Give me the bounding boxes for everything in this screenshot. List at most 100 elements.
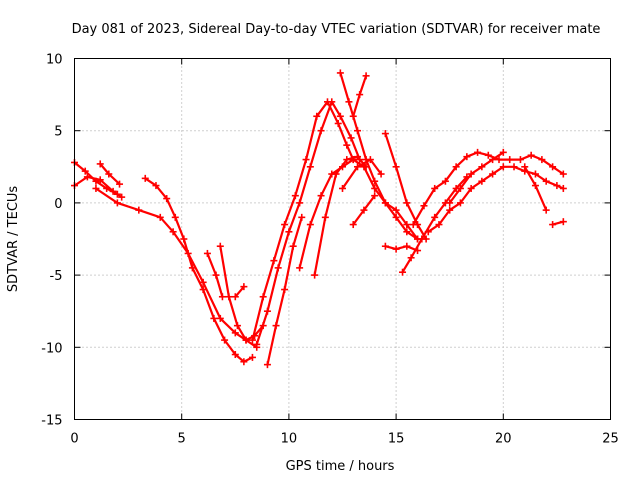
grid-layer bbox=[74, 58, 611, 420]
data-point bbox=[212, 271, 220, 279]
ticks-layer: 0 5 10 15 20 25 -15 -10 -5 0 5 10 bbox=[41, 53, 619, 447]
data-point bbox=[81, 167, 89, 175]
series-track-6 bbox=[203, 249, 226, 301]
data-point bbox=[343, 141, 351, 149]
data-point bbox=[489, 156, 497, 164]
data-point bbox=[105, 170, 113, 178]
data-point bbox=[495, 156, 503, 164]
y-tick-label: 5 bbox=[54, 125, 62, 140]
data-point bbox=[441, 177, 449, 185]
data-point bbox=[392, 163, 400, 171]
series-track-10 bbox=[248, 98, 357, 344]
series-line bbox=[384, 245, 419, 252]
data-point bbox=[203, 249, 211, 257]
data-point bbox=[113, 199, 121, 207]
y-tick-label: -10 bbox=[41, 341, 62, 356]
data-point bbox=[336, 69, 344, 77]
data-point bbox=[435, 221, 443, 229]
data-point bbox=[542, 206, 550, 214]
data-point bbox=[399, 268, 407, 276]
data-point bbox=[354, 127, 362, 135]
series-track-16 bbox=[339, 156, 385, 192]
data-point bbox=[371, 192, 379, 200]
data-point bbox=[424, 228, 432, 236]
data-point bbox=[323, 98, 331, 106]
data-point bbox=[291, 192, 299, 200]
x-tick-label: 10 bbox=[281, 432, 298, 447]
data-point bbox=[296, 264, 304, 272]
data-point bbox=[180, 235, 188, 243]
data-point bbox=[188, 264, 196, 272]
data-point bbox=[521, 163, 529, 171]
data-point bbox=[484, 151, 492, 159]
data-point bbox=[216, 242, 224, 250]
data-point bbox=[531, 182, 539, 190]
data-point bbox=[298, 213, 306, 221]
data-point bbox=[169, 228, 177, 236]
data-point bbox=[489, 170, 497, 178]
series-track-2 bbox=[71, 173, 126, 201]
data-point bbox=[499, 148, 507, 156]
data-point bbox=[233, 322, 241, 330]
data-point bbox=[96, 160, 104, 168]
series-track-22 bbox=[424, 163, 567, 236]
data-point bbox=[225, 293, 233, 301]
data-point bbox=[559, 184, 567, 192]
data-point bbox=[242, 336, 250, 344]
data-point bbox=[553, 182, 561, 190]
data-point bbox=[349, 221, 357, 229]
data-point bbox=[467, 184, 475, 192]
series-track-15 bbox=[349, 72, 370, 120]
data-point bbox=[349, 112, 357, 120]
data-point bbox=[210, 314, 218, 322]
data-point bbox=[253, 340, 261, 348]
data-point bbox=[296, 199, 304, 207]
data-point bbox=[403, 221, 411, 229]
series-track-13 bbox=[311, 153, 370, 279]
data-point bbox=[311, 271, 319, 279]
series-track-14 bbox=[336, 69, 422, 243]
data-point bbox=[317, 127, 325, 135]
data-point bbox=[306, 221, 314, 229]
series-track-21 bbox=[409, 148, 567, 229]
series-line bbox=[234, 285, 245, 298]
data-point bbox=[381, 242, 389, 250]
data-point bbox=[259, 293, 267, 301]
data-point bbox=[409, 221, 417, 229]
series-track-8 bbox=[231, 283, 248, 301]
data-point bbox=[199, 286, 207, 294]
series-track-9 bbox=[253, 98, 364, 348]
data-point bbox=[248, 353, 256, 361]
data-point bbox=[527, 151, 535, 159]
data-point bbox=[431, 213, 439, 221]
series-track-17 bbox=[349, 192, 379, 229]
data-point bbox=[354, 153, 362, 161]
data-point bbox=[456, 184, 464, 192]
series-line bbox=[448, 151, 505, 204]
data-point bbox=[334, 119, 342, 127]
data-point bbox=[345, 98, 353, 106]
x-tick-label: 15 bbox=[388, 432, 405, 447]
data-point bbox=[362, 72, 370, 80]
data-point bbox=[371, 184, 379, 192]
series-line bbox=[144, 177, 254, 363]
data-point bbox=[354, 163, 362, 171]
data-point bbox=[240, 358, 248, 366]
data-point bbox=[306, 163, 314, 171]
x-tick-label: 25 bbox=[602, 432, 619, 447]
data-point bbox=[456, 199, 464, 207]
data-point bbox=[506, 156, 514, 164]
data-point bbox=[478, 177, 486, 185]
series-line bbox=[251, 100, 355, 342]
series-track-7 bbox=[216, 242, 267, 344]
data-point bbox=[446, 206, 454, 214]
data-point bbox=[392, 213, 400, 221]
data-point bbox=[221, 336, 229, 344]
y-axis-label: SDTVAR / TECUs bbox=[6, 186, 21, 293]
series-track-11 bbox=[263, 213, 306, 369]
data-point bbox=[171, 213, 179, 221]
data-point bbox=[231, 293, 239, 301]
series-track-5 bbox=[141, 174, 256, 366]
x-tick-label: 5 bbox=[178, 432, 186, 447]
